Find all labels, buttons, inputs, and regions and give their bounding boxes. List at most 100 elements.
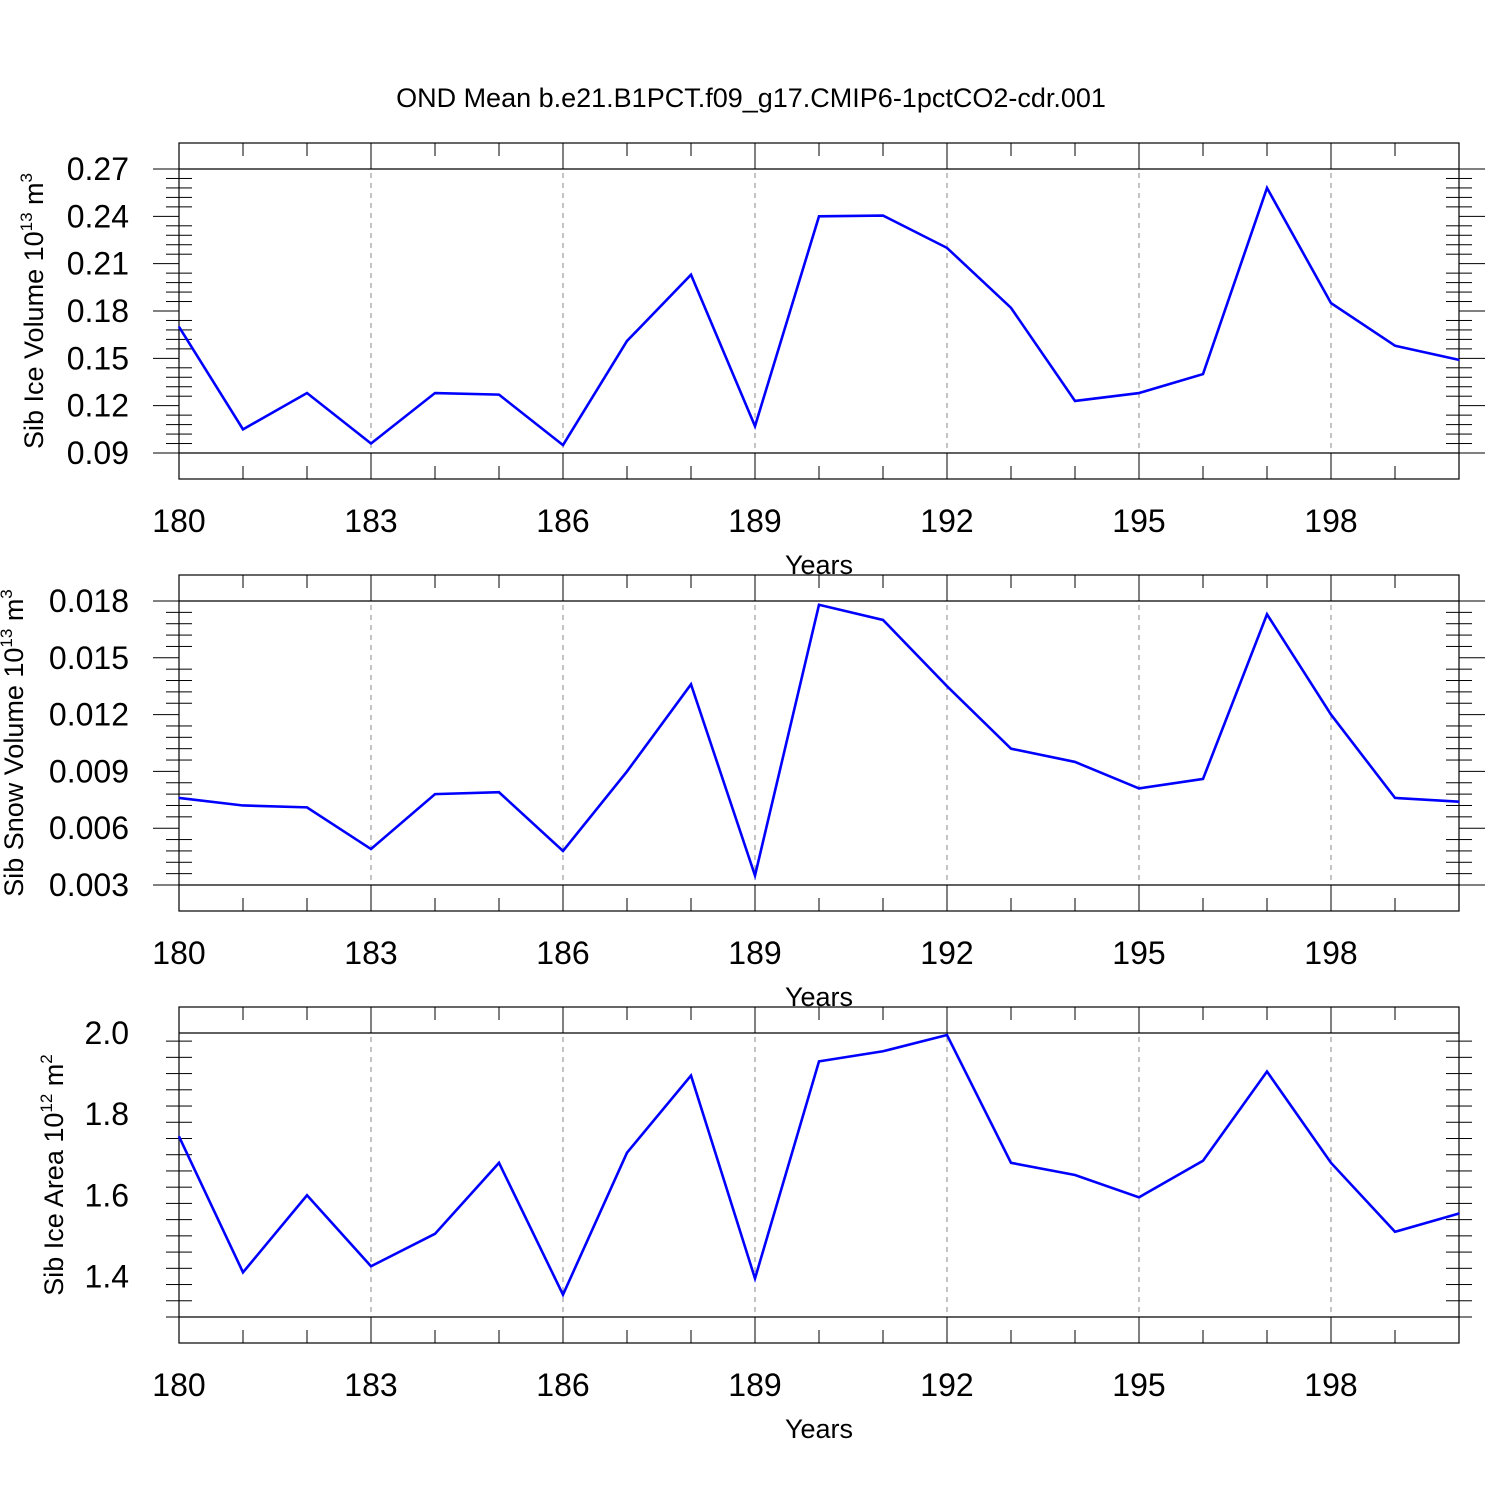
y-tick-label: 0.24 (67, 198, 129, 234)
data-point (306, 806, 308, 809)
y-axis-label-ylabel-unit: m (19, 182, 49, 212)
data-point (1138, 787, 1140, 790)
data-point (690, 1074, 692, 1077)
data-point (498, 791, 500, 794)
y-tick-label: 0.15 (67, 340, 129, 376)
data-point (562, 850, 564, 852)
x-tick-label: 183 (344, 503, 397, 539)
data-point (434, 1233, 436, 1235)
data-point (818, 215, 820, 218)
data-point (434, 793, 436, 795)
y-tick-label: 1.4 (85, 1258, 129, 1294)
x-tick-label: 198 (1304, 1367, 1357, 1403)
y-axis-label-ylabel-main: Sib Snow Volume 10 (0, 648, 29, 897)
data-point (1330, 1162, 1332, 1164)
y-tick-label: 0.12 (67, 388, 129, 424)
data-point (882, 1050, 884, 1053)
data-point (626, 340, 628, 342)
y-tick-label: 0.006 (49, 810, 129, 846)
data-point (1074, 761, 1076, 763)
data-point (1394, 1231, 1396, 1233)
x-tick-label: 180 (152, 935, 205, 971)
series-line (177, 1033, 1460, 1298)
data-point (178, 325, 180, 328)
data-point (370, 442, 372, 445)
data-point (754, 425, 756, 427)
data-point (242, 1271, 244, 1274)
chart-panel-1: 180 183 186 189 192 195 198Years0.090.120.150.… (17, 142, 1485, 580)
data-point (306, 392, 308, 394)
data-point (1202, 373, 1204, 375)
data-point (946, 685, 948, 687)
data-point (562, 444, 564, 446)
data-point (1010, 307, 1012, 309)
data-point (690, 683, 692, 686)
data-point (690, 273, 692, 276)
data-point (1138, 1196, 1140, 1199)
data-point (242, 804, 244, 807)
y-axis-label-ylabel-main: Sib Ice Volume 10 (19, 231, 49, 449)
x-tick-label: 195 (1112, 503, 1165, 539)
data-point (1074, 1174, 1076, 1176)
x-tick-label: 180 (152, 1367, 205, 1403)
data-point (626, 770, 628, 773)
y-axis-label-ylabel-exp: 13 (0, 629, 16, 648)
x-tick-label: 183 (344, 1367, 397, 1403)
data-point (498, 393, 500, 396)
y-tick-label: 0.009 (49, 753, 129, 789)
x-tick-label: 186 (536, 935, 589, 971)
x-tick-label: 192 (920, 935, 973, 971)
data-point (498, 1162, 500, 1164)
data-point (1138, 392, 1140, 394)
x-tick-label: 189 (728, 1367, 781, 1403)
y-tick-label: 0.27 (67, 151, 129, 187)
x-tick-label: 189 (728, 935, 781, 971)
data-point (562, 1293, 564, 1296)
data-point (178, 797, 180, 799)
data-point (370, 848, 372, 850)
x-tick-label: 198 (1304, 935, 1357, 971)
x-tick-label: 195 (1112, 935, 1165, 971)
data-point (178, 1135, 180, 1138)
figure-title: OND Mean b.e21.B1PCT.f09_g17.CMIP6-1pctC… (396, 83, 1106, 113)
data-point (1330, 302, 1332, 304)
x-tick-label: 198 (1304, 503, 1357, 539)
y-axis-label-ylabel-exp: 13 (17, 212, 36, 231)
y-tick-label: 0.09 (67, 435, 129, 471)
data-point (1010, 1162, 1012, 1164)
data-point (754, 874, 756, 877)
data-point (1074, 400, 1076, 402)
chart-panel-3: 180 183 186 189 192 195 198 Years 1.4 1.6 1.8 2.0 Si… (37, 1006, 1472, 1444)
y-axis-label-ylabel-unit: m (39, 1064, 69, 1094)
data-point (370, 1265, 372, 1268)
panels: 180 183 186 189 192 195 198 Years 0.09 0.12 0.15 0.… (0, 142, 1485, 1444)
y-axis-label-ylabel-unit-exp: 3 (0, 589, 16, 598)
data-point (306, 1194, 308, 1197)
data-point (1266, 613, 1268, 616)
data-point (1266, 1070, 1268, 1073)
data-point (1458, 800, 1460, 803)
y-axis-label: Sib Ice Volume 1013 m3 (17, 173, 49, 449)
y-tick-label: 1.8 (85, 1096, 129, 1132)
x-tick-label: 192 (920, 503, 973, 539)
x-tick-label: 186 (536, 1367, 589, 1403)
data-point (1394, 344, 1396, 347)
y-axis-label: Sib Ice Area 1012 m2 (37, 1054, 69, 1296)
y-axis-label-ylabel-unit-exp: 3 (17, 173, 36, 182)
y-tick-label: 0.018 (49, 583, 129, 619)
data-point (1202, 778, 1204, 780)
y-tick-label: 0.21 (67, 246, 129, 282)
data-point (818, 603, 820, 606)
x-tick-label: 192 (920, 1367, 973, 1403)
data-point (1010, 747, 1012, 750)
data-point (1202, 1160, 1204, 1162)
data-point (1266, 187, 1268, 189)
y-tick-label: 0.003 (49, 867, 129, 903)
y-axis-label-ylabel-exp: 12 (37, 1094, 56, 1113)
y-axis-label-ylabel-unit-exp: 2 (37, 1054, 56, 1063)
y-tick-label: 1.6 (85, 1177, 129, 1213)
data-point (242, 428, 244, 431)
y-tick-label: 0.012 (49, 697, 129, 733)
chart-panel-2: 180 183 186 189 192 195 198Years0.0030.0060.00… (0, 574, 1485, 1012)
